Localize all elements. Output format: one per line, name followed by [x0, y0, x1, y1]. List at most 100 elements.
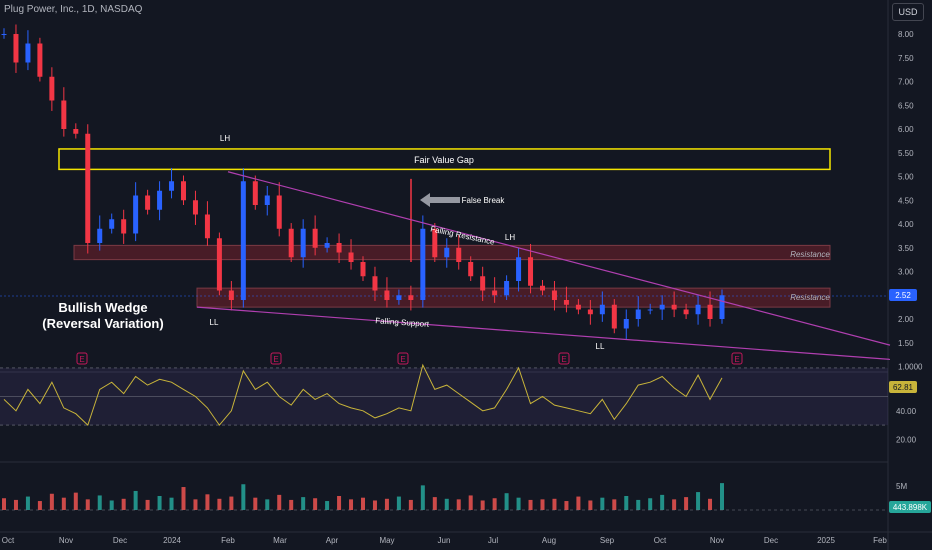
wedge-title-line2: (Reversal Variation): [42, 316, 164, 331]
time-tick: May: [379, 536, 394, 545]
volume-bar: [396, 496, 401, 510]
candle: [97, 228, 103, 243]
volume-bar: [528, 499, 533, 510]
price-tick: 1.50: [898, 339, 914, 348]
candle: [145, 195, 151, 210]
volume-bar: [289, 499, 294, 510]
time-tick: Jun: [438, 536, 451, 545]
earnings-marker-label: E: [79, 355, 84, 364]
price-tick: 7.50: [898, 54, 914, 63]
resistance-zone-upper: [73, 244, 831, 261]
candle: [659, 304, 665, 310]
candle: [540, 285, 545, 291]
earnings-marker: [270, 352, 282, 365]
rsi-pane: [0, 363, 888, 427]
time-tick: Dec: [764, 536, 778, 545]
candle: [647, 309, 653, 311]
volume-bar: [133, 490, 138, 510]
candle: [372, 276, 378, 291]
fair-value-gap-label: Fair Value Gap: [414, 155, 474, 165]
ll-left-label: LL: [210, 318, 219, 327]
volume-bar: [588, 500, 593, 510]
candle: [611, 304, 617, 329]
candle: [73, 129, 79, 134]
candle: [408, 295, 414, 300]
volume-bar: [576, 496, 581, 510]
candle: [504, 281, 510, 296]
volume-bar: [372, 500, 377, 510]
false-break-arrow: [420, 193, 460, 207]
price-tick: 6.50: [898, 101, 914, 110]
resistance-lower-label: Resistance: [790, 293, 830, 302]
candle: [240, 181, 246, 300]
earnings-marker: [397, 352, 409, 365]
volume-bar: [229, 496, 234, 510]
volume-bar: [480, 500, 485, 510]
candle: [252, 181, 258, 205]
time-tick: Feb: [221, 536, 235, 545]
volume-bar: [337, 496, 342, 510]
volume-bar: [73, 492, 78, 510]
candle: [109, 219, 115, 229]
volume-bar: [205, 494, 210, 510]
volume-bar: [277, 494, 282, 510]
volume-bar: [349, 499, 354, 510]
candle: [623, 319, 629, 329]
time-tick: Dec: [113, 536, 127, 545]
candle: [49, 76, 55, 101]
candle: [587, 309, 593, 315]
volume-bar: [564, 501, 569, 510]
candle: [228, 290, 234, 300]
time-tick: Apr: [326, 536, 339, 545]
price-tick: 4.50: [898, 196, 914, 205]
volume-bar: [468, 495, 473, 510]
volume-bar: [408, 499, 413, 510]
candle: [324, 243, 330, 248]
candle: [192, 200, 198, 215]
candle: [204, 214, 210, 239]
volume-bar: [85, 499, 90, 510]
volume-value: 443.898K: [893, 503, 928, 512]
price-tick: 8.00: [898, 30, 914, 39]
falling-support-label: Falling Support: [375, 316, 430, 329]
volume-bar: [492, 498, 497, 510]
candle: [121, 219, 127, 234]
false-break-label: False Break: [462, 196, 506, 205]
ticker-title: Plug Power, Inc., 1D, NASDAQ: [4, 4, 143, 15]
rsi-line: [3, 363, 723, 427]
candle: [181, 181, 186, 201]
earnings-marker-label: E: [561, 355, 566, 364]
falling-support-line: [196, 306, 891, 360]
candle: [276, 195, 282, 229]
candle: [396, 295, 402, 300]
volume-bar: [361, 497, 365, 510]
candle: [61, 100, 67, 129]
resistance-zone-lower: [196, 287, 831, 308]
candle: [300, 228, 306, 258]
candle: [1, 34, 7, 35]
price-candles: [1, 24, 725, 339]
candle: [683, 309, 689, 315]
candle: [133, 195, 139, 234]
time-tick: Mar: [273, 536, 287, 545]
currency-button[interactable]: USD: [892, 3, 924, 21]
volume-bar: [636, 499, 641, 510]
candle: [312, 228, 318, 248]
volume-bar: [253, 497, 258, 510]
earnings-marker-label: E: [734, 355, 739, 364]
volume-bar: [720, 483, 724, 510]
volume-bar: [540, 499, 545, 510]
volume-bar: [25, 496, 30, 510]
volume-bar: [456, 499, 461, 510]
candle: [671, 304, 677, 310]
volume-bar: [169, 497, 174, 510]
time-tick: 2025: [817, 536, 835, 545]
volume-bar: [660, 494, 665, 510]
candle: [575, 304, 581, 310]
axes: 8.00 7.50 7.00 6.50 6.00 5.50 5.00 4.50 4.00 3.50…: [2, 30, 931, 545]
volume-bar: [684, 497, 689, 510]
time-tick: Oct: [654, 536, 667, 545]
earnings-marker: [558, 352, 570, 365]
